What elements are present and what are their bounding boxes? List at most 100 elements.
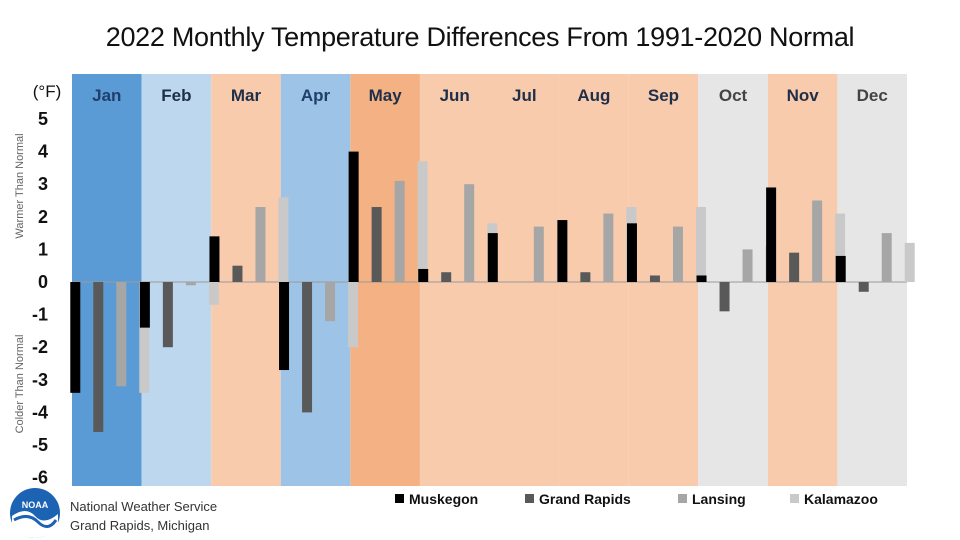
- y-tick-label: -2: [32, 337, 48, 357]
- bar-lansing-may: [394, 180, 405, 282]
- bar-lansing-aug: [603, 213, 614, 282]
- month-label-may: May: [369, 86, 403, 105]
- bar-kalamazoo-nov: [835, 213, 846, 282]
- y-tick-label: 2: [38, 207, 48, 227]
- month-band-apr: [280, 74, 351, 486]
- month-band-jun: [419, 74, 490, 486]
- bar-grand-rapids-may: [371, 207, 382, 282]
- legend-label-muskegon: Muskegon: [409, 491, 478, 507]
- legend-swatch-muskegon: [395, 494, 404, 503]
- bar-grand-rapids-mar: [232, 265, 243, 282]
- month-band-jul: [489, 74, 560, 486]
- y-tick-label: -1: [32, 305, 48, 325]
- y-tick-label: -5: [32, 435, 48, 455]
- month-label-jul: Jul: [512, 86, 537, 105]
- month-label-jun: Jun: [440, 86, 470, 105]
- bar-kalamazoo-feb: [208, 282, 219, 305]
- noaa-logo-icon: NOAA: [10, 488, 60, 538]
- bar-grand-rapids-apr: [302, 282, 313, 413]
- month-label-oct: Oct: [719, 86, 748, 105]
- y-tick-label: -3: [32, 370, 48, 390]
- month-band-jan: [72, 74, 142, 486]
- month-label-mar: Mar: [231, 86, 262, 105]
- bar-lansing-sep: [672, 226, 683, 282]
- logo-text: NOAA: [22, 500, 49, 510]
- month-band-sep: [628, 74, 699, 486]
- bars: [70, 151, 915, 432]
- bar-grand-rapids-jun: [441, 272, 452, 282]
- bar-lansing-mar: [255, 207, 266, 282]
- legend-label-grand-rapids: Grand Rapids: [539, 491, 631, 507]
- y-tick-label: 3: [38, 174, 48, 194]
- bar-kalamazoo-apr: [348, 282, 359, 348]
- chart-title: 2022 Monthly Temperature Differences Fro…: [105, 22, 855, 52]
- month-label-sep: Sep: [648, 86, 679, 105]
- bar-kalamazoo-dec: [904, 242, 915, 282]
- legend: Muskegon Grand Rapids Lansing Kalamazoo: [395, 491, 878, 507]
- month-label-nov: Nov: [787, 86, 820, 105]
- bar-muskegon-sep: [626, 223, 637, 282]
- bar-kalamazoo-jan: [139, 282, 150, 393]
- org-location: Grand Rapids, Michigan: [70, 518, 210, 533]
- bar-grand-rapids-sep: [649, 275, 660, 282]
- month-band-oct: [698, 74, 768, 486]
- y-unit-label: (°F): [33, 82, 62, 101]
- bar-lansing-dec: [881, 233, 892, 282]
- bar-kalamazoo-may: [417, 161, 428, 282]
- bar-muskegon-jan: [70, 282, 81, 393]
- bar-lansing-oct: [742, 249, 753, 282]
- y-tick-label: -6: [32, 468, 48, 488]
- warmer-than-normal-label: Warmer Than Normal: [14, 133, 26, 238]
- month-labels: Jan Feb Mar Apr May Jun Jul Aug Sep Oct Nov Dec: [92, 86, 888, 105]
- bar-muskegon-mar: [209, 236, 220, 282]
- organization-block: National Weather Service Grand Rapids, M…: [70, 497, 217, 535]
- bar-muskegon-apr: [279, 282, 290, 371]
- org-name: National Weather Service: [70, 499, 218, 514]
- month-band-aug: [559, 74, 629, 486]
- month-band-may: [350, 74, 420, 486]
- bar-grand-rapids-oct: [719, 282, 730, 312]
- y-tick-label: -4: [32, 402, 48, 422]
- bar-lansing-jan: [116, 282, 127, 387]
- bar-muskegon-nov: [766, 187, 777, 282]
- y-tick-label: 4: [38, 142, 48, 162]
- colder-than-normal-label: Colder Than Normal: [14, 335, 26, 434]
- month-label-feb: Feb: [161, 86, 191, 105]
- bar-grand-rapids-feb: [162, 282, 173, 348]
- bar-lansing-feb: [185, 282, 196, 286]
- month-band-nov: [767, 74, 838, 486]
- month-label-aug: Aug: [577, 86, 610, 105]
- legend-swatch-grand-rapids: [525, 494, 534, 503]
- bar-lansing-jun: [464, 184, 475, 282]
- y-tick-label: 5: [38, 109, 48, 129]
- y-tick-label: 1: [38, 239, 48, 259]
- month-label-jan: Jan: [92, 86, 121, 105]
- bar-kalamazoo-mar: [278, 197, 289, 282]
- legend-swatch-kalamazoo: [790, 494, 799, 503]
- y-tick-label: 0: [38, 272, 48, 292]
- bar-grand-rapids-aug: [580, 272, 591, 282]
- bar-grand-rapids-jan: [93, 282, 104, 432]
- legend-label-lansing: Lansing: [692, 491, 746, 507]
- legend-label-kalamazoo: Kalamazoo: [804, 491, 878, 507]
- month-backgrounds: [72, 74, 907, 486]
- month-label-dec: Dec: [857, 86, 888, 105]
- bar-muskegon-jun: [418, 268, 429, 282]
- month-band-feb: [141, 74, 212, 486]
- month-band-mar: [211, 74, 281, 486]
- bar-kalamazoo-sep: [695, 207, 706, 282]
- bar-grand-rapids-nov: [789, 252, 800, 282]
- legend-swatch-lansing: [678, 494, 687, 503]
- bar-muskegon-feb: [139, 282, 150, 328]
- bar-lansing-apr: [325, 282, 336, 322]
- bar-muskegon-aug: [557, 220, 568, 282]
- bar-lansing-nov: [812, 200, 823, 282]
- bar-muskegon-may: [348, 151, 359, 282]
- bar-grand-rapids-dec: [858, 282, 869, 292]
- bar-muskegon-jul: [487, 233, 498, 282]
- month-label-apr: Apr: [301, 86, 331, 105]
- month-band-dec: [837, 74, 907, 486]
- bar-muskegon-oct: [696, 275, 707, 282]
- bar-lansing-jul: [533, 226, 544, 282]
